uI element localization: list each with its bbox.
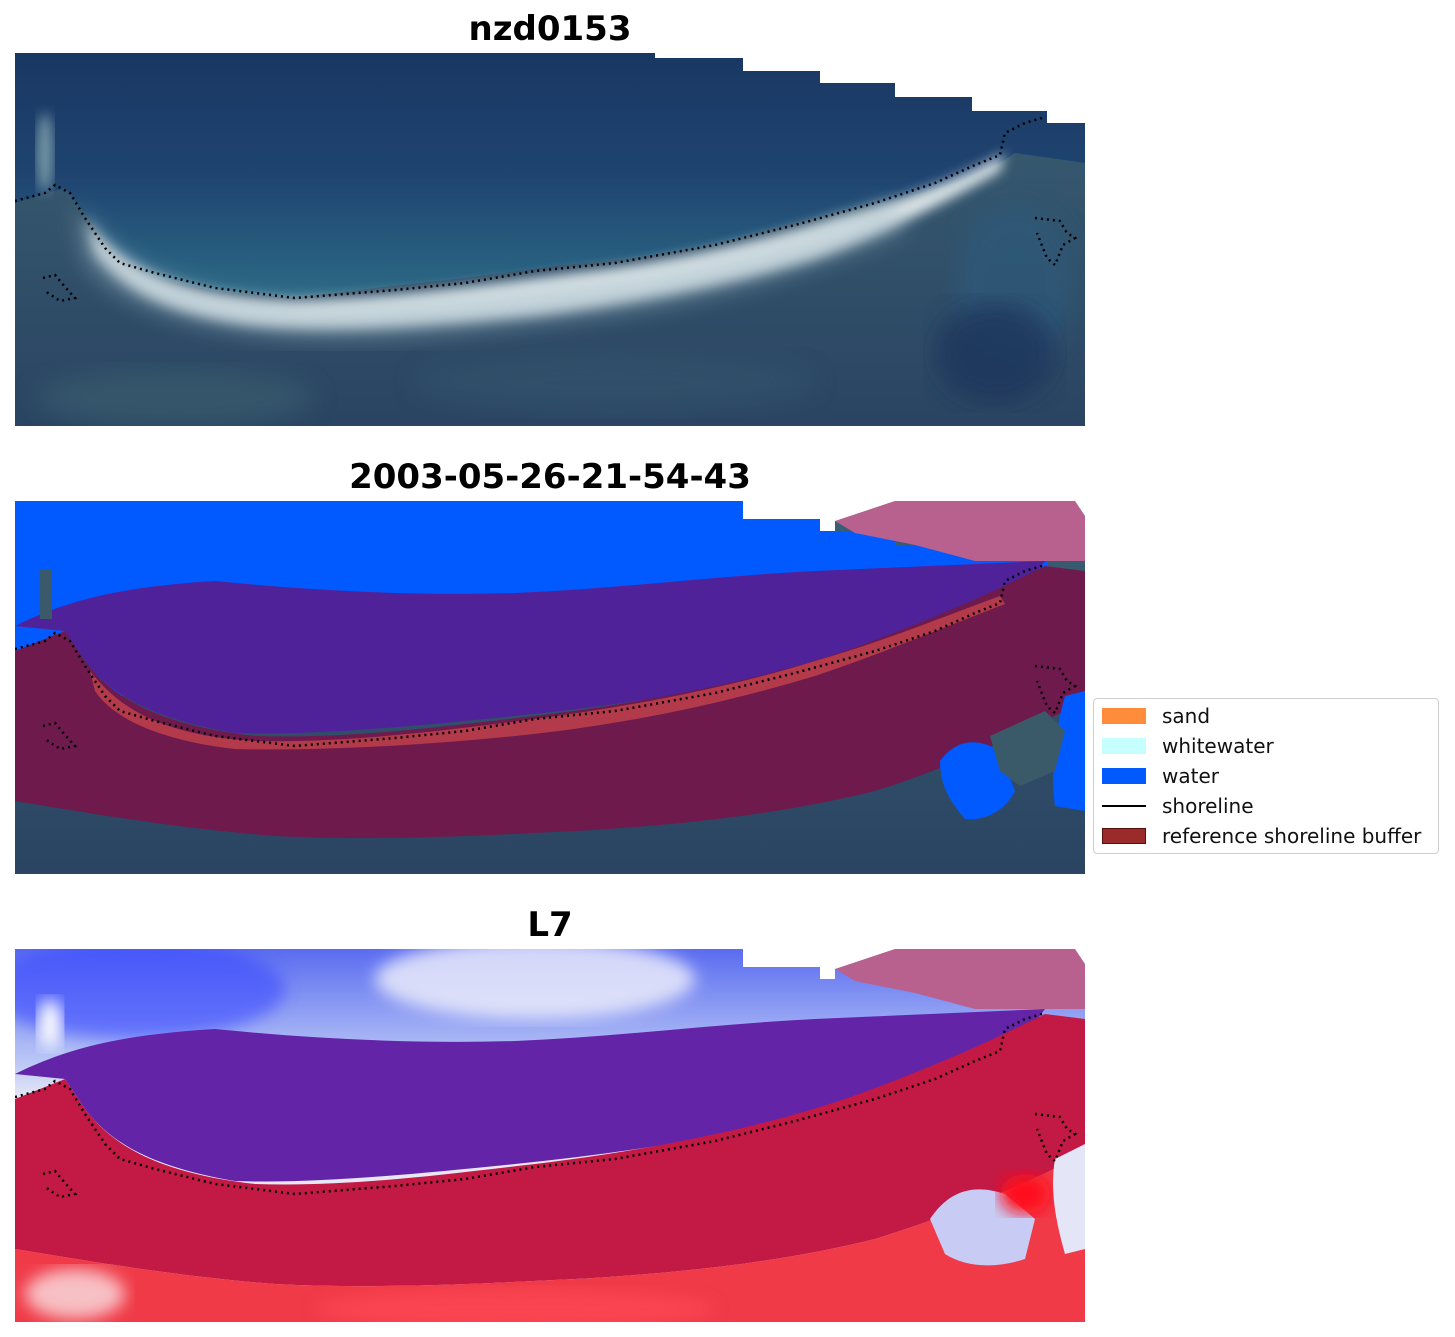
legend-item-sand: sand	[1102, 704, 1210, 728]
panel-title-rgb: nzd0153	[468, 9, 632, 49]
buffer-swatch	[1102, 828, 1146, 844]
legend-label-sand: sand	[1162, 704, 1211, 728]
legend-label-shoreline: shoreline	[1162, 794, 1254, 818]
legend-label-buffer: reference shoreline buffer	[1162, 824, 1422, 848]
legend-label-water: water	[1162, 764, 1219, 788]
water-index-image	[15, 949, 1085, 1322]
shoreline-line-swatch	[1102, 805, 1146, 807]
legend-item-water: water	[1102, 764, 1219, 788]
legend-item-buffer: reference shoreline buffer	[1102, 824, 1421, 848]
legend-item-whitewater: whitewater	[1102, 734, 1274, 758]
legend-label-whitewater: whitewater	[1162, 734, 1274, 758]
legend: sand whitewater water shoreline referenc…	[1093, 698, 1439, 854]
water-swatch	[1102, 768, 1146, 784]
panel-title-classified: 2003-05-26-21-54-43	[349, 457, 751, 497]
rgb-satellite-image	[15, 53, 1085, 426]
legend-item-shoreline: shoreline	[1102, 794, 1254, 818]
whitewater-swatch	[1102, 738, 1146, 754]
panel-title-index: L7	[527, 905, 573, 945]
sand-swatch	[1102, 708, 1146, 724]
classified-image	[15, 501, 1085, 874]
